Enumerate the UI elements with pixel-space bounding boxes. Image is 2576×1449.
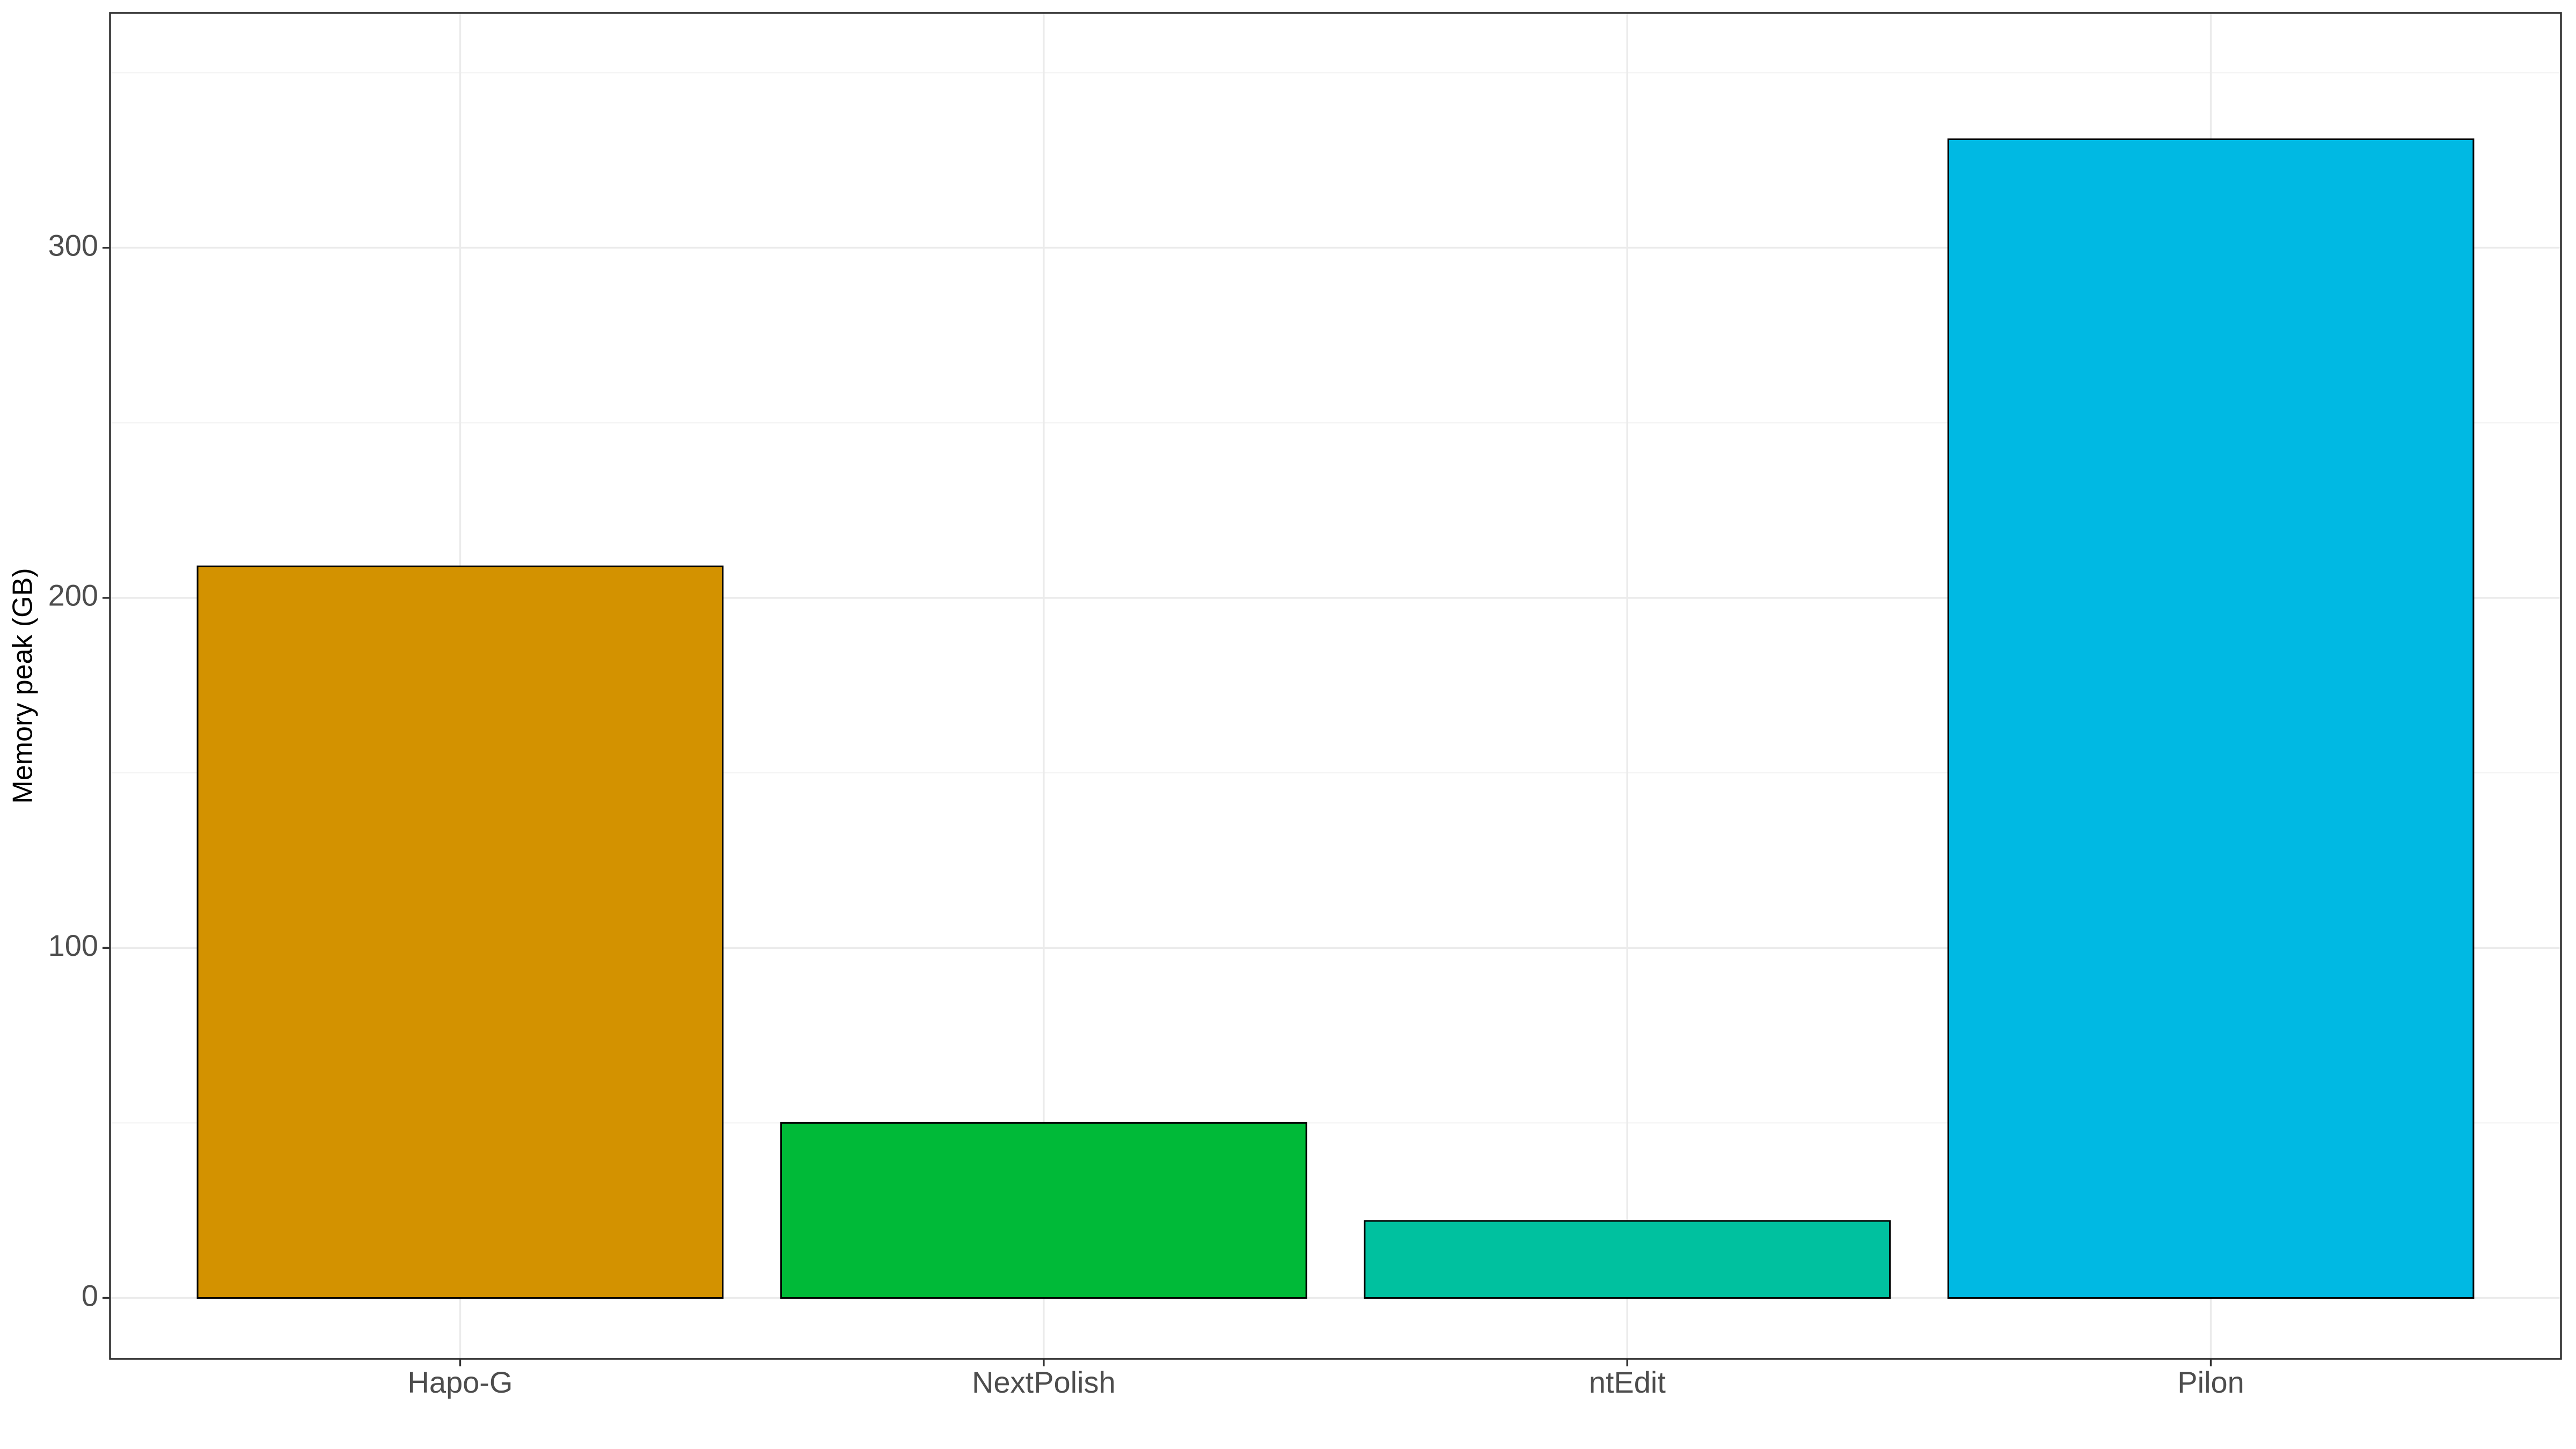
bar (196, 565, 724, 1299)
y-axis-title: Memory peak (GB) (8, 568, 39, 803)
x-tick-label: Pilon (2177, 1365, 2244, 1399)
x-tick-label: NextPolish (972, 1365, 1116, 1399)
bar (1947, 138, 2475, 1299)
x-tick-label: ntEdit (1589, 1365, 1666, 1399)
bar (780, 1122, 1307, 1299)
x-tick-label: Hapo-G (407, 1365, 513, 1399)
y-tick-label: 300 (48, 228, 98, 262)
bar (1364, 1220, 1891, 1299)
y-tick-label: 0 (82, 1278, 98, 1312)
y-tick-label: 200 (48, 579, 98, 612)
panel-border (109, 12, 2562, 1360)
y-tick-label: 100 (48, 928, 98, 962)
